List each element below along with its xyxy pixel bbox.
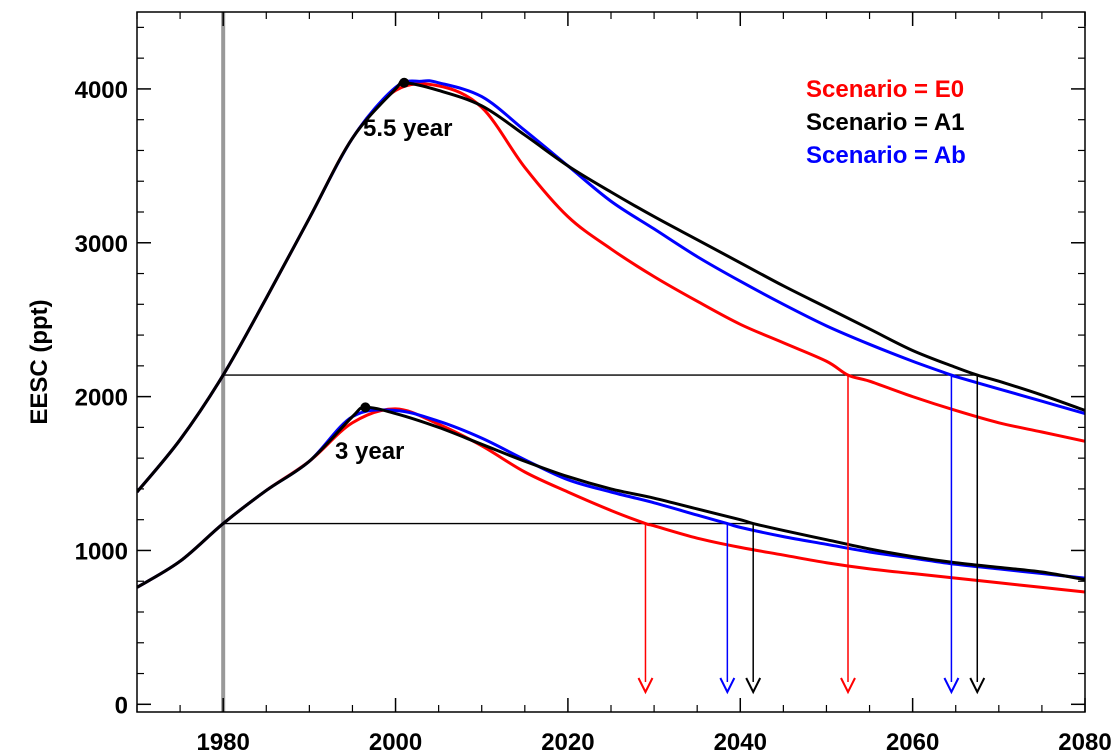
arrow-head [943,677,960,695]
x-tick-label: 2000 [369,729,422,753]
y-tick-label: 0 [115,692,128,719]
x-tick-label: 2020 [541,729,594,753]
annotations: 5.5 year 3 year [335,115,452,465]
series-lines [137,79,1085,594]
axes: 1980 2000 2020 2040 2060 2080 0 1000 2000 3000 400… [75,12,1112,753]
arrow-head [637,677,654,695]
peak-marker [399,77,410,88]
series-line-a1 [137,405,1085,589]
peak-markers [360,77,410,413]
y-axis-title: EESC (ppt) [26,299,53,424]
arrow-head [745,677,762,695]
series-line-a1 [137,80,1085,493]
arrow-head [840,677,856,695]
legend-entry-ab: Scenario = Ab [806,142,966,169]
y-tick-label: 1000 [75,538,128,565]
x-tick-label: 2040 [714,729,767,753]
x-tick-label: 2060 [886,729,939,753]
series-line-e0 [137,407,1085,594]
legend-entry-a1: Scenario = A1 [806,109,965,136]
recovery-arrows [637,375,986,695]
x-tick-label: 2080 [1058,729,1111,753]
y-tick-label: 4000 [75,77,128,104]
legend-entry-e0: Scenario = E0 [806,76,964,103]
legend: Scenario = E0 Scenario = A1 Scenario = A… [806,76,966,169]
y-tick-label: 2000 [75,385,128,412]
arrow-head [719,677,736,695]
annotation-label: 5.5 year [363,115,452,142]
y-tick-label: 3000 [75,231,128,258]
annotation-label: 3 year [335,438,404,465]
peak-marker [360,402,371,413]
x-tick-label: 1980 [196,729,249,753]
arrow-head [969,677,986,695]
